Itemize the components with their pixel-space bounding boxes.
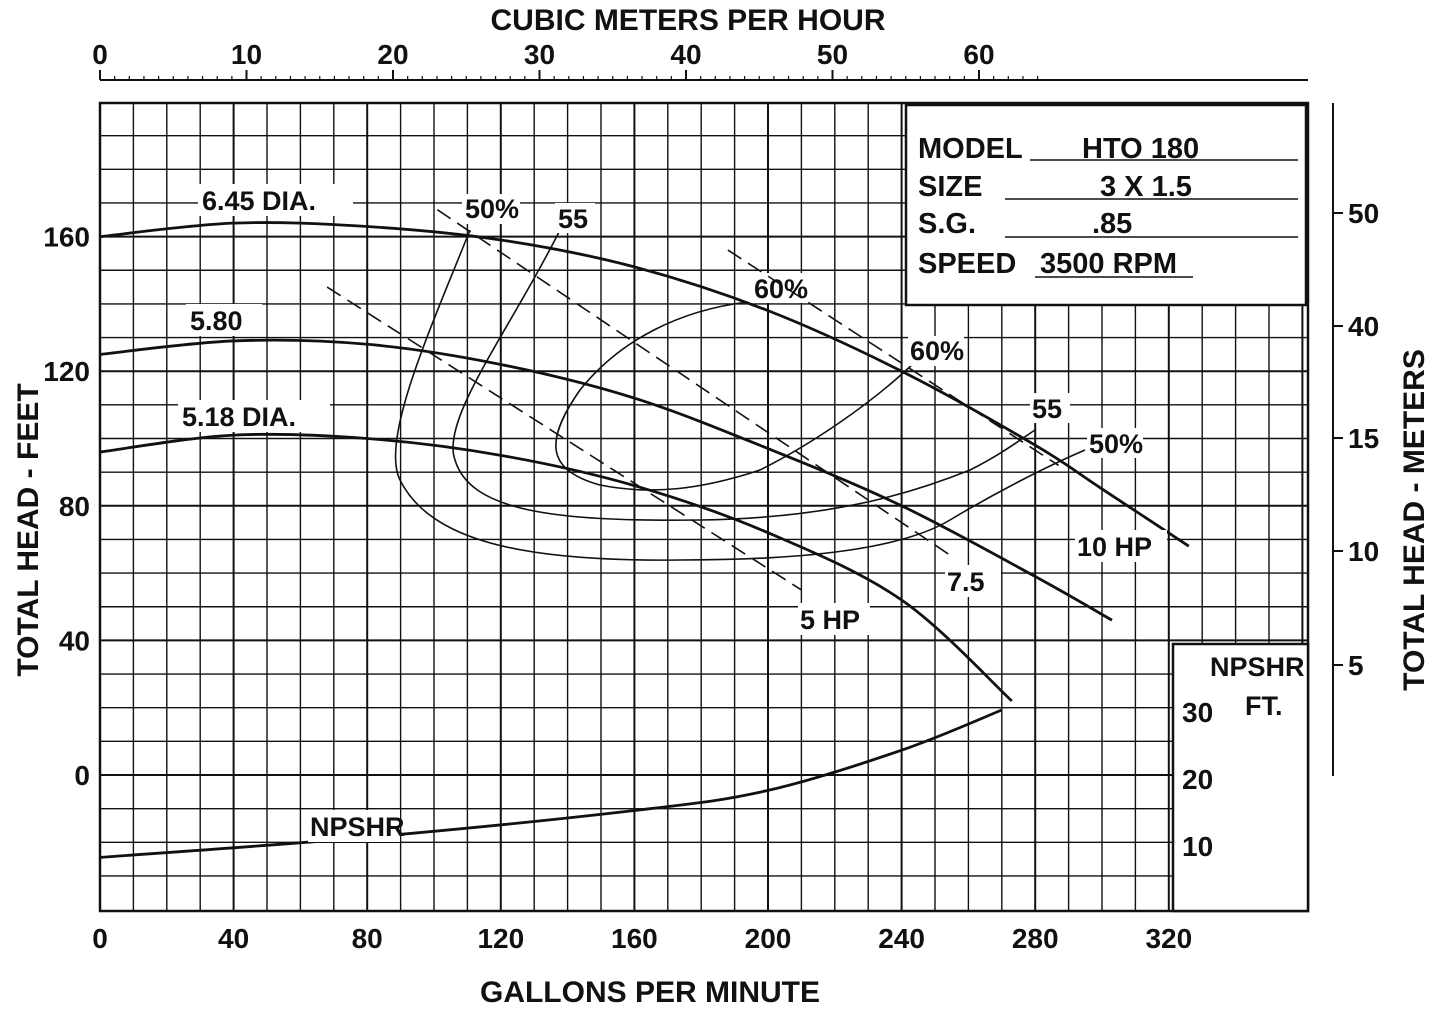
right-axis: 5 10 15 40 50 <box>1332 103 1379 776</box>
efficiency-label-55-left: 55 <box>558 204 588 234</box>
x-tick-label: 280 <box>1012 923 1059 954</box>
series-curve <box>99 432 1013 703</box>
x2-axis-title: CUBIC METERS PER HOUR <box>490 4 885 37</box>
series-label-6-45: 6.45 DIA. <box>202 186 316 216</box>
curve-labels: 6.45 DIA. 5.80 5.18 DIA. NPSHR 5 HP 7.5 … <box>178 184 1167 842</box>
efficiency-label-60-right: 60% <box>910 336 964 366</box>
series-label-5-18: 5.18 DIA. <box>182 402 296 432</box>
x-tick-label: 200 <box>745 923 792 954</box>
y-tick-label: 120 <box>43 356 90 387</box>
y-tick-label: 40 <box>59 625 90 656</box>
efficiency-label-50-right: 50% <box>1089 429 1143 459</box>
y2-tick-label: 5 <box>1348 650 1364 681</box>
y-tick-label: 0 <box>74 760 90 791</box>
power-line <box>326 286 802 591</box>
efficiency-label-55-right: 55 <box>1032 394 1062 424</box>
y-tick-label: 80 <box>59 491 90 522</box>
npshr-tick-20: 20 <box>1182 764 1213 795</box>
efficiency-contours <box>394 229 1086 561</box>
x2-tick-label: 20 <box>377 39 408 70</box>
x-tick-label: 80 <box>352 923 383 954</box>
npshr-axis-label: NPSHR <box>1210 652 1305 682</box>
x2-tick-label: 40 <box>670 39 701 70</box>
y2-axis-title: TOTAL HEAD - METERS <box>1398 349 1431 691</box>
power-label-5hp: 5 HP <box>800 605 860 635</box>
sg-label: S.G. <box>918 208 976 240</box>
x2-tick-label: 10 <box>231 39 262 70</box>
efficiency-labels: 50% 55 60% 60% 55 50% <box>462 194 1143 459</box>
series-curve <box>99 221 1190 548</box>
y2-tick-label: 15 <box>1348 423 1379 454</box>
y2-tick-label: 10 <box>1348 536 1379 567</box>
power-line <box>727 249 1060 467</box>
size-label: SIZE <box>918 171 982 203</box>
x2-tick-label: 50 <box>817 39 848 70</box>
x-tick-label: 160 <box>611 923 658 954</box>
speed-value: 3500 RPM <box>1040 248 1177 280</box>
efficiency-label-50-left: 50% <box>465 194 519 224</box>
x2-tick-label: 60 <box>963 39 994 70</box>
power-label-10hp: 10 HP <box>1077 532 1152 562</box>
efficiency-contour-50 <box>394 229 1086 561</box>
efficiency-label-60-left: 60% <box>754 274 808 304</box>
y2-tick-label: 50 <box>1348 198 1379 229</box>
y-axis-ticks: 0 40 80 120 160 <box>43 222 90 791</box>
npshr-tick-30: 30 <box>1182 697 1213 728</box>
efficiency-contour-55 <box>452 229 1036 522</box>
top-axis: 0 10 20 30 40 50 60 <box>92 39 1308 81</box>
x-axis-title: GALLONS PER MINUTE <box>480 976 820 1009</box>
size-value: 3 X 1.5 <box>1100 171 1192 203</box>
x-tick-label: 240 <box>878 923 925 954</box>
info-box: MODEL HTO 180 SIZE 3 X 1.5 S.G. .85 SPEE… <box>904 103 1308 307</box>
speed-label: SPEED <box>918 248 1016 280</box>
model-label: MODEL <box>918 133 1023 165</box>
x-tick-label: 0 <box>92 923 108 954</box>
series-label-npshr: NPSHR <box>310 812 405 842</box>
npshr-panel: NPSHR FT. 30 20 10 <box>1171 642 1310 913</box>
power-label-7-5: 7.5 <box>947 567 985 597</box>
series-lines <box>99 221 1190 859</box>
x2-tick-label: 0 <box>92 39 108 70</box>
npshr-tick-10: 10 <box>1182 831 1213 862</box>
y2-tick-label: 40 <box>1348 311 1379 342</box>
y-axis-title: TOTAL HEAD - FEET <box>12 383 45 676</box>
power-line <box>436 209 953 557</box>
power-lines <box>326 209 1060 591</box>
npshr-axis-unit: FT. <box>1245 691 1283 721</box>
series-curve <box>99 338 1113 622</box>
x-tick-label: 320 <box>1145 923 1192 954</box>
x-tick-label: 120 <box>477 923 524 954</box>
plot-frame <box>98 101 1310 913</box>
sg-value: .85 <box>1092 208 1132 240</box>
x-tick-label: 40 <box>218 923 249 954</box>
series-curve <box>99 708 1003 859</box>
series-label-5-80: 5.80 <box>190 306 243 336</box>
efficiency-contour-60 <box>555 301 916 491</box>
x2-tick-label: 30 <box>524 39 555 70</box>
x-axis-ticks: 0 40 80 120 160 200 240 280 320 <box>92 923 1192 954</box>
y-tick-label: 160 <box>43 222 90 253</box>
